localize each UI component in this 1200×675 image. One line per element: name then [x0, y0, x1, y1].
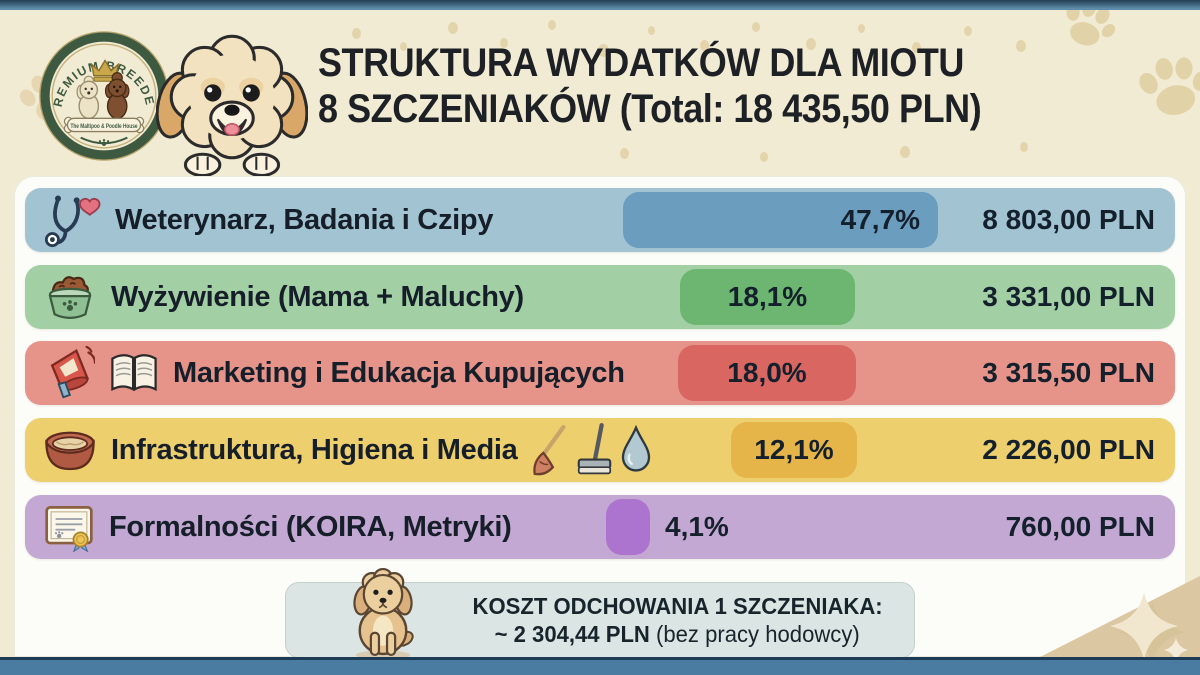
sparkle-icon	[1110, 592, 1188, 664]
puppy-illustration	[156, 34, 308, 176]
cleaning-icons	[529, 423, 655, 477]
decor-dot	[352, 28, 361, 39]
per-puppy-cost-value: ~ 2 304,44 PLN (bez pracy hodowcy)	[494, 621, 861, 647]
top-border	[0, 0, 1200, 10]
broom-icon	[533, 424, 566, 476]
amount-value: 3 315,50 PLN	[982, 357, 1155, 388]
decor-dot	[648, 26, 655, 35]
decor-dot	[448, 22, 458, 34]
decor-dot	[400, 42, 407, 51]
certificate-icon	[45, 506, 93, 552]
dog-bowl-icon	[48, 276, 92, 319]
decor-dot	[858, 24, 865, 33]
water-drop-icon	[622, 424, 651, 472]
decor-dot	[1016, 40, 1026, 52]
title-line-2: 8 SZCZENIAKÓW (Total: 18 435,50 PLN)	[318, 87, 982, 131]
percent-bar: 47,7%	[623, 192, 938, 248]
paw-print-icon	[1127, 41, 1200, 134]
expense-row-food: Wyżywienie (Mama + Maluchy) 18,1% 3 331,…	[25, 265, 1175, 329]
expense-row-vet: Weterynarz, Badania i Czipy 47,7% 8 803,…	[25, 188, 1175, 252]
amount-value: 2 226,00 PLN	[982, 434, 1155, 465]
decor-dot	[752, 22, 760, 32]
expense-label: Weterynarz, Badania i Czipy	[115, 203, 494, 236]
percent-value: 4,1%	[665, 511, 729, 542]
decor-dot	[548, 20, 556, 30]
amount-value: 3 331,00 PLN	[982, 281, 1155, 312]
expense-label: Infrastruktura, Higiena i Media	[111, 433, 518, 466]
decor-dot	[900, 146, 910, 158]
decor-dot	[598, 44, 609, 57]
decor-dot	[1020, 142, 1028, 152]
decor-dot	[964, 26, 972, 36]
expense-label: Formalności (KOIRA, Metryki)	[109, 510, 512, 543]
dog-bed-icon	[45, 431, 95, 471]
amount-value: 8 803,00 PLN	[982, 204, 1155, 235]
expense-row-marketing: Marketing i Edukacja Kupujących 18,0% 3 …	[25, 341, 1175, 405]
expense-row-formalities: Formalności (KOIRA, Metryki) 4,1% 760,00…	[25, 495, 1175, 559]
percent-value: 18,0%	[727, 357, 807, 388]
percent-bar	[606, 499, 650, 555]
decor-dot	[806, 38, 816, 50]
stethoscope-heart-icon	[44, 195, 101, 248]
mop-icon	[578, 423, 612, 475]
percent-value: 12,1%	[754, 434, 834, 465]
decor-dot	[912, 42, 921, 53]
percent-bar: 18,0%	[678, 345, 856, 401]
percent-value: 47,7%	[840, 204, 920, 235]
percent-value: 18,1%	[727, 281, 808, 312]
decor-dot	[500, 38, 508, 48]
megaphone-icon	[50, 345, 95, 399]
expense-label: Marketing i Edukacja Kupujących	[173, 356, 625, 389]
open-book-icon	[111, 354, 157, 392]
expense-label: Wyżywienie (Mama + Maluchy)	[111, 280, 524, 313]
bottom-border	[0, 657, 1200, 675]
per-puppy-cost-text: KOSZT ODCHOWANIA 1 SZCZENIAKA: ~ 2 304,4…	[445, 582, 910, 658]
expense-row-infrastructure: Infrastruktura, Higiena i Media 12,1% 2 …	[25, 418, 1175, 482]
breeder-badge-logo: PREMIUM BREEDER The Maltipoo & Poodle Ho…	[38, 30, 169, 161]
per-puppy-cost-title: KOSZT ODCHOWANIA 1 SZCZENIAKA:	[472, 593, 883, 619]
content-panel	[14, 176, 1186, 657]
sitting-puppy-illustration	[353, 567, 414, 660]
page-title: STRUKTURA WYDATKÓW DLA MIOTU 8 SZCZENIAK…	[318, 40, 1055, 132]
decor-dot	[760, 152, 768, 162]
decor-dot	[700, 40, 709, 51]
badge-banner-text: The Maltipoo & Poodle House	[70, 123, 137, 130]
amount-value: 760,00 PLN	[1005, 511, 1155, 542]
percent-bar: 12,1%	[731, 422, 857, 478]
percent-bar: 18,1%	[680, 269, 855, 325]
decor-dot	[620, 148, 629, 159]
title-line-1: STRUKTURA WYDATKÓW DLA MIOTU	[318, 41, 964, 85]
